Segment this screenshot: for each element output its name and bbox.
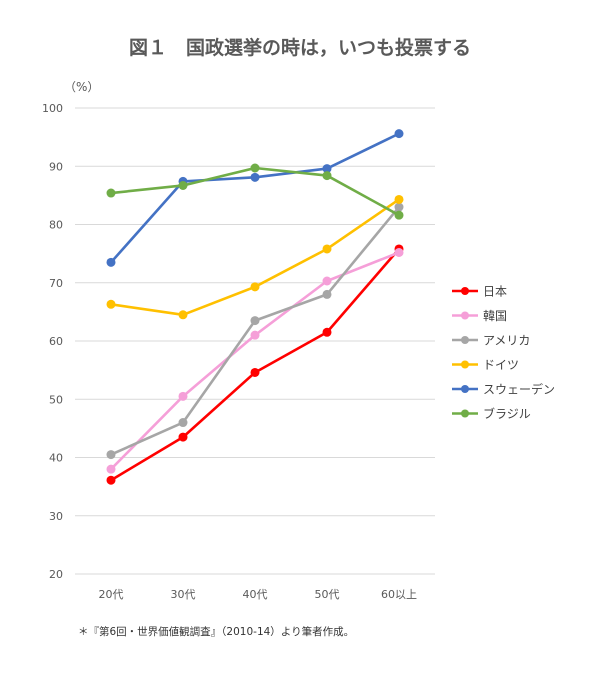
y-tick-label: 100 [42,102,63,115]
x-tick-label: 50代 [315,588,340,601]
data-point [178,432,188,442]
y-tick-label: 90 [49,160,63,173]
data-point [322,164,332,174]
data-point [106,464,116,474]
y-tick-label: 60 [49,335,63,348]
legend-marker-5 [461,409,469,418]
data-point [394,194,404,204]
legend-label: 日本 [483,285,507,299]
data-point [178,310,188,320]
data-point [250,330,260,340]
data-point [178,180,188,190]
legend-marker-2 [461,336,469,344]
data-point [394,247,404,257]
data-point [178,418,188,428]
y-tick-label: 80 [49,219,63,232]
data-point [106,299,116,309]
legend-label: ドイツ [483,358,519,372]
y-axis-unit-label: （%） [64,80,100,94]
data-point [394,202,404,212]
data-point [250,282,260,292]
data-point [322,276,332,286]
x-tick-label: 20代 [99,588,124,601]
legend-marker-4 [461,385,469,393]
data-point [394,129,404,139]
data-point [106,257,116,267]
data-point [106,188,116,198]
series-line-4 [110,132,400,264]
legend-label: 韓国 [483,309,507,323]
data-point [250,367,260,377]
legend-marker-1 [461,311,469,320]
data-point [322,289,332,299]
x-tick-label: 60以上 [381,588,417,601]
y-tick-label: 20 [49,568,63,581]
data-point [178,391,188,401]
legend-label: スウェーデン [483,382,555,397]
legend-marker-0 [461,287,469,295]
data-point [322,327,332,337]
y-tick-label: 50 [49,393,63,406]
data-point [106,450,116,460]
data-point [250,316,260,326]
x-tick-label: 40代 [243,588,268,601]
legend-label: ブラジル [483,406,531,421]
data-point [322,171,332,181]
x-tick-label: 30代 [171,588,196,601]
data-point [322,244,332,254]
data-point [250,163,260,173]
legend-marker-3 [461,360,469,369]
footnote: ＊『第6回・世界価値観調査』（2010-14）より筆者作成。 [78,626,355,638]
data-point [106,475,116,485]
legend-label: アメリカ [483,334,530,348]
data-point [250,172,260,182]
chart-title: 図１ 国政選挙の時は，いつも投票する [128,37,471,59]
y-tick-label: 40 [49,452,63,465]
y-tick-label: 30 [49,510,63,523]
data-point [394,210,404,220]
y-tick-label: 70 [49,277,63,290]
